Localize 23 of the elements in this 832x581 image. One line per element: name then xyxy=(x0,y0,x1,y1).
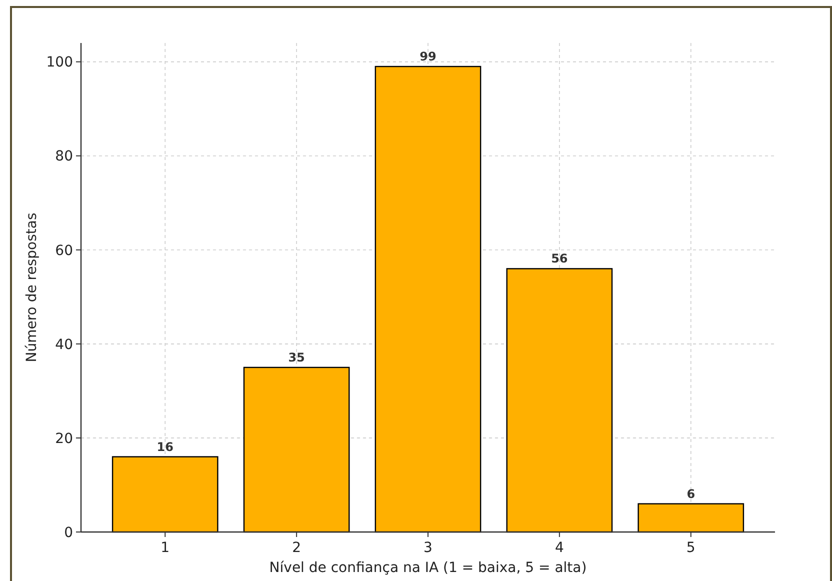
x-tick-label: 4 xyxy=(554,540,564,556)
y-axis-title: Número de respostas xyxy=(24,212,40,362)
y-tick-label: 80 xyxy=(55,148,73,165)
x-tick-label: 5 xyxy=(686,540,696,556)
y-tick-label: 60 xyxy=(55,242,73,259)
data-label: 99 xyxy=(420,50,436,64)
x-tick-label: 2 xyxy=(292,540,302,556)
bar xyxy=(112,456,218,533)
data-label: 56 xyxy=(551,252,568,266)
bar xyxy=(638,503,744,533)
bar xyxy=(506,268,613,533)
x-axis-title: Nível de confiança na IA (1 = baixa, 5 = alta) xyxy=(269,560,587,576)
data-label: 16 xyxy=(156,440,174,454)
y-tick-label: 40 xyxy=(55,336,73,353)
x-tick-label: 1 xyxy=(160,540,170,556)
bar xyxy=(374,66,482,533)
y-tick-label: 0 xyxy=(64,524,73,541)
y-tick-label: 100 xyxy=(46,54,73,71)
data-label: 6 xyxy=(686,486,696,501)
data-label: 35 xyxy=(288,350,305,364)
x-tick-label: 3 xyxy=(424,540,432,556)
y-tick-label: 20 xyxy=(55,430,73,447)
bar xyxy=(243,366,350,533)
